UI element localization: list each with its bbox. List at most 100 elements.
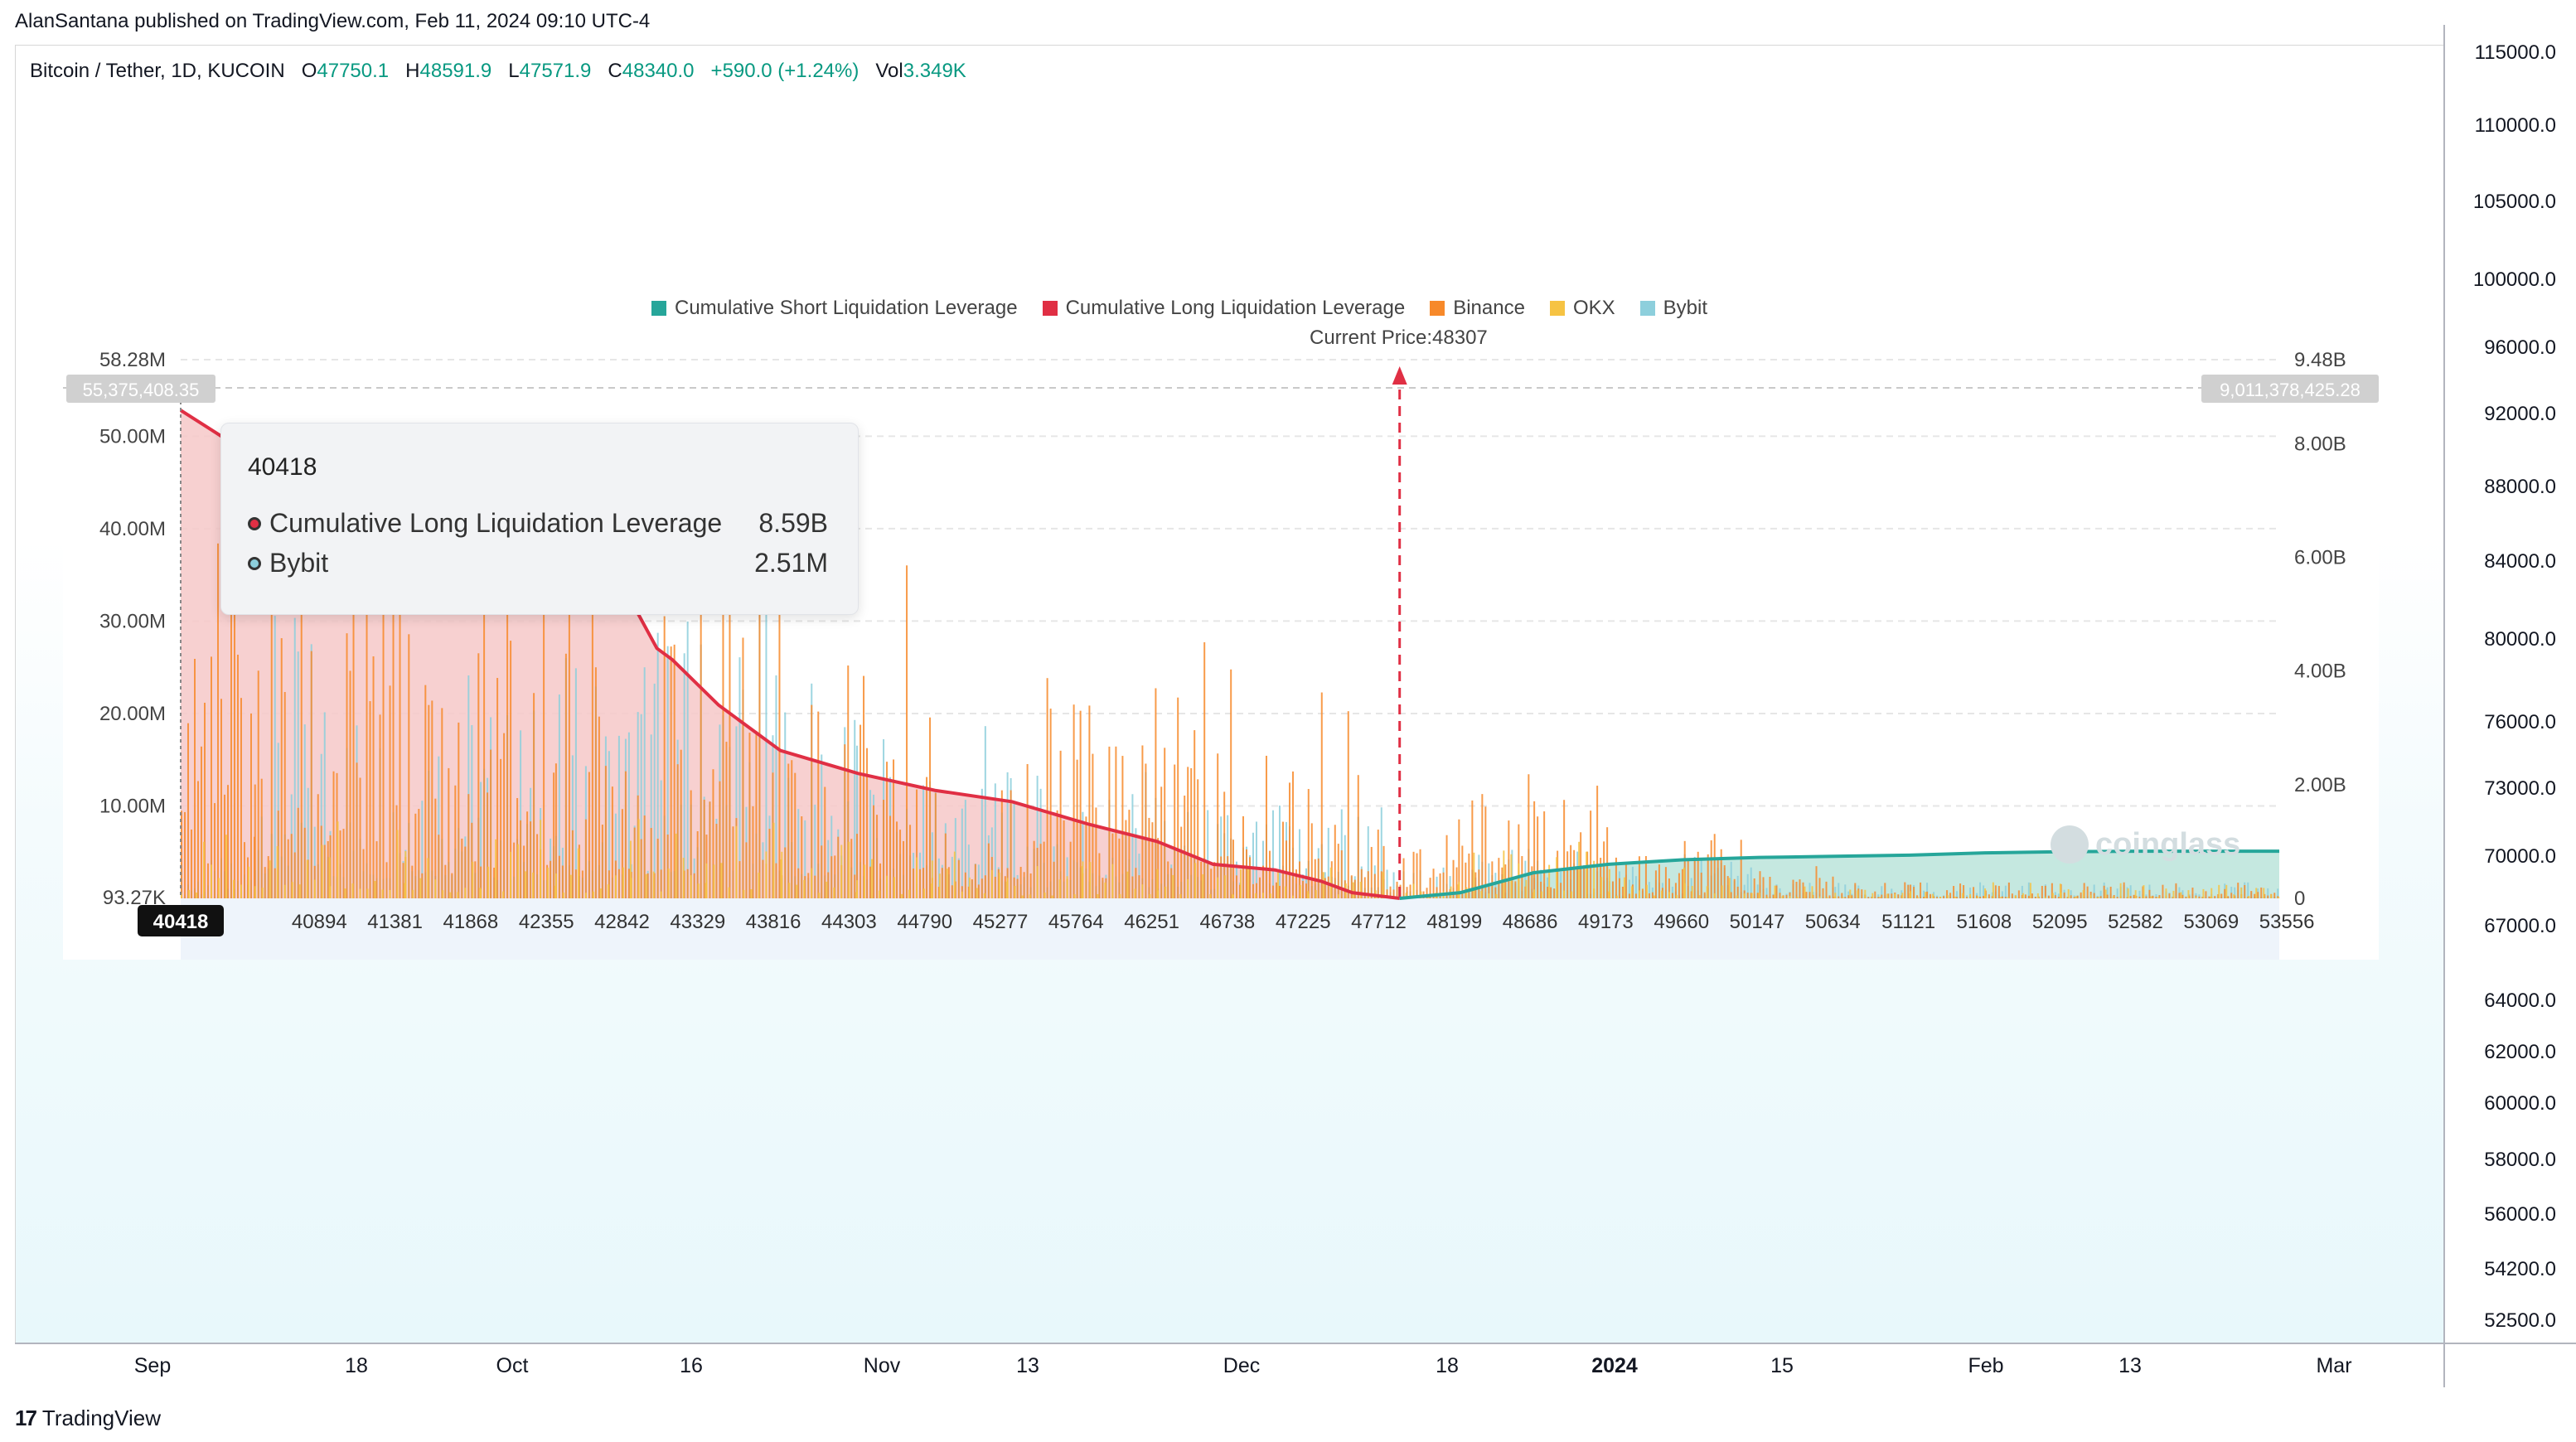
okx-bar — [547, 867, 550, 898]
binance-bar — [1033, 840, 1035, 898]
okx-bar — [1458, 882, 1460, 898]
time-axis[interactable]: Sep 18 Oct 16 Nov 13 Dec 18 2024 15 Feb 13 Mar — [15, 1343, 2443, 1387]
binance-bar — [230, 595, 232, 898]
okx-bar — [1668, 892, 1670, 898]
okx-bar — [614, 875, 617, 898]
binance-bar — [584, 819, 587, 898]
binance-bar — [1392, 889, 1395, 898]
binance-bar — [1069, 841, 1072, 898]
binance-bar — [1207, 864, 1209, 898]
bybit-bar — [1956, 891, 1959, 898]
okx-bar — [2022, 893, 2024, 898]
bybit-bar — [2198, 894, 2201, 898]
okx-bar — [1036, 866, 1039, 898]
binance-bar — [1324, 878, 1326, 898]
bybit-bar — [2057, 893, 2060, 898]
okx-bar — [1796, 897, 1799, 898]
binance-bar — [1818, 878, 1821, 898]
binance-bar — [1135, 868, 1137, 898]
bybit-bar — [854, 719, 856, 898]
binance-bar — [352, 521, 355, 898]
legend-item-binance[interactable]: Binance — [1430, 297, 1525, 320]
binance-bar — [814, 875, 816, 898]
binance-bar — [1174, 764, 1176, 898]
binance-bar — [2205, 891, 2207, 898]
binance-bar — [250, 713, 252, 898]
short-cumulative-line — [1399, 849, 2279, 900]
binance-bar — [1713, 834, 1716, 898]
okx-bar — [2082, 890, 2085, 898]
bybit-bar — [2230, 886, 2233, 898]
binance-bar — [1220, 856, 1223, 898]
binance-bar — [1861, 889, 1863, 898]
tradingview-logo[interactable]: 17 TradingView — [15, 1406, 161, 1431]
binance-bar — [1373, 873, 1376, 898]
binance-bar — [1023, 872, 1025, 898]
bybit-bar — [784, 712, 787, 898]
binance-bar — [787, 763, 790, 898]
bybit-bar — [574, 668, 577, 898]
binance-bar — [709, 801, 711, 898]
binance-bar — [408, 634, 410, 898]
binance-bar — [1248, 857, 1251, 898]
binance-bar — [696, 831, 699, 898]
binance-bar — [660, 869, 662, 898]
bybit-bar — [1979, 882, 1982, 898]
binance-bar — [2057, 897, 2060, 898]
binance-bar — [581, 870, 583, 898]
legend-item-bybit[interactable]: Bybit — [1639, 297, 1707, 320]
x-category-label: 50147 — [1730, 911, 1785, 933]
bybit-bar — [869, 790, 872, 898]
okx-bar — [1503, 850, 1505, 898]
binance-bar — [536, 834, 539, 898]
binance-bar — [1847, 895, 1850, 898]
binance-bar — [1926, 891, 1929, 898]
binance-bar — [1445, 835, 1448, 898]
binance-bar — [883, 800, 885, 898]
okx-bar — [690, 875, 692, 898]
okx-bar — [1818, 896, 1821, 898]
bybit-bar — [2138, 890, 2141, 898]
okx-bar — [2248, 896, 2250, 898]
bybit-bar — [804, 820, 806, 898]
binance-bar — [1881, 894, 1883, 898]
bybit-bar — [856, 745, 859, 898]
binance-bar — [1019, 866, 1022, 898]
legend-item-okx[interactable]: OKX — [1549, 297, 1615, 320]
legend-item-short[interactable]: Cumulative Short Liquidation Leverage — [651, 297, 1018, 320]
axis-corner[interactable] — [2443, 1343, 2576, 1387]
binance-bar — [981, 878, 983, 898]
x-category-label: 40894 — [292, 911, 347, 933]
bybit-bar — [1255, 821, 1257, 898]
binance-bar — [1625, 864, 1627, 898]
binance-bar — [1583, 865, 1586, 898]
liquidation-legend: Cumulative Short Liquidation Leverage Cu… — [651, 297, 1707, 320]
binance-bar — [448, 767, 450, 898]
price-axis[interactable]: 115000.0 110000.0 105000.0 100000.0 96000.0 9… — [2443, 25, 2576, 1343]
legend-item-long[interactable]: Cumulative Long Liquidation Leverage — [1042, 297, 1405, 320]
symbol-name[interactable]: Bitcoin / Tether, 1D, KUCOIN — [30, 60, 285, 82]
okx-bar — [1563, 890, 1566, 898]
okx-bar — [1691, 886, 1693, 898]
tradingview-brand: TradingView — [41, 1406, 161, 1430]
binance-bar — [1573, 849, 1576, 898]
okx-bar — [1179, 893, 1182, 898]
binance-bar — [197, 781, 199, 898]
bybit-bar — [1628, 879, 1630, 898]
bybit-bar — [303, 724, 306, 898]
bybit-bar — [984, 726, 986, 898]
okx-bar — [1097, 893, 1099, 898]
okx-bar — [1947, 895, 1949, 898]
binance-bar — [500, 758, 502, 898]
binance-bar — [2224, 888, 2226, 898]
binance-bar — [1118, 838, 1121, 898]
okx-bar — [1910, 891, 1912, 898]
binance-bar — [1531, 866, 1533, 898]
bybit-bar — [735, 726, 738, 898]
price-tick: 62000.0 — [2484, 1041, 2556, 1063]
binance-bar — [267, 856, 269, 898]
price-tick: 88000.0 — [2484, 476, 2556, 498]
binance-bar — [2237, 883, 2239, 898]
bybit-bar — [1524, 860, 1527, 898]
x-category-label: 51608 — [1957, 911, 2012, 933]
